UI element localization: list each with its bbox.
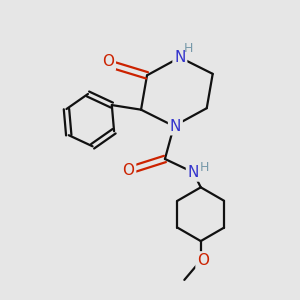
- Text: H: H: [200, 160, 209, 173]
- Text: H: H: [184, 42, 193, 55]
- Text: O: O: [197, 253, 209, 268]
- Text: O: O: [122, 164, 134, 178]
- Text: N: N: [188, 165, 199, 180]
- Text: N: N: [174, 50, 185, 65]
- Text: N: N: [170, 118, 181, 134]
- Text: O: O: [102, 54, 114, 69]
